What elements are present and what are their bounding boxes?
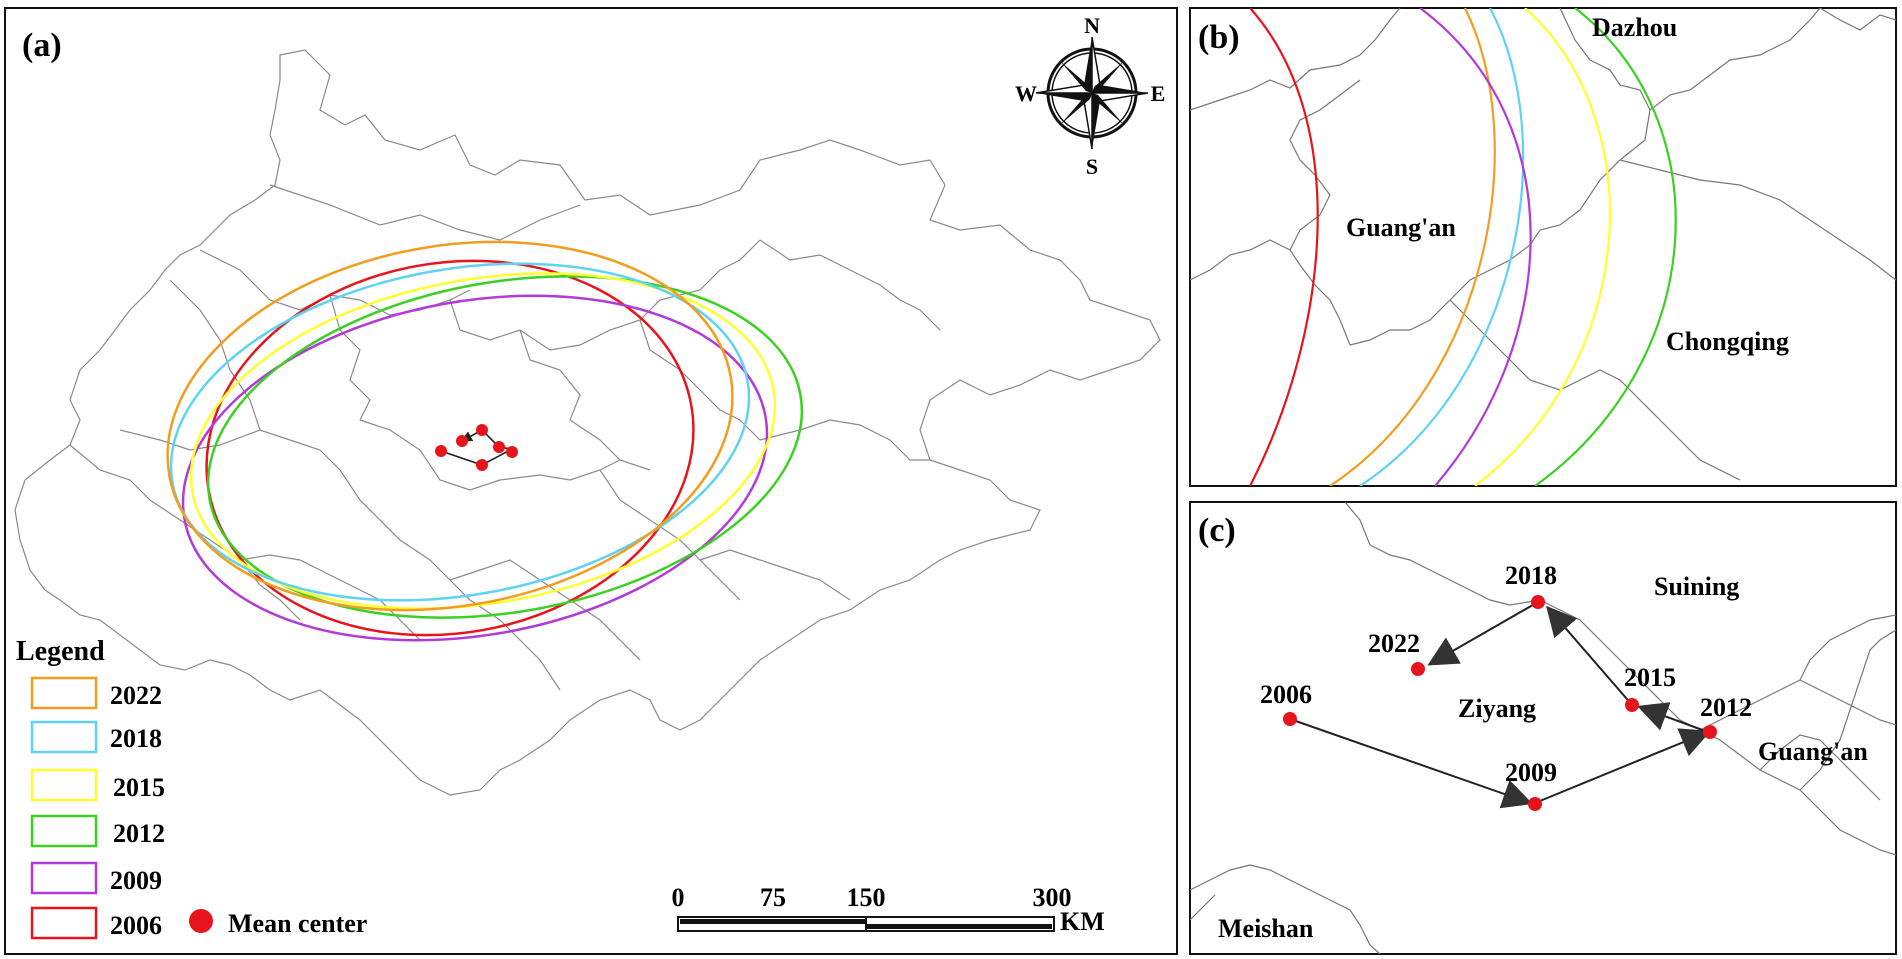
arc-2022: [1329, 8, 1496, 486]
panel-c-boundaries: [1190, 502, 1896, 954]
mean-center-2015: [493, 441, 505, 453]
place-guangan-c: Guang'an: [1758, 737, 1868, 766]
year-2006: 2006: [1260, 680, 1312, 709]
legend-swatch-2009: [30, 861, 98, 895]
place-ziyang: Ziyang: [1458, 694, 1536, 723]
legend-item-2022: 2022: [30, 676, 162, 710]
scale-tick-150: 150: [847, 883, 886, 912]
panel-c-frame: [1189, 501, 1897, 955]
center-point-2006: [1283, 712, 1297, 726]
legend-item-2006: 2006: [30, 906, 162, 940]
legend-item-2015: 2015: [30, 768, 165, 802]
mean-center-2009: [476, 459, 488, 471]
center-point-2018: [1531, 595, 1545, 609]
mean-center-2018: [476, 424, 488, 436]
legend-swatch-2006: [30, 906, 98, 940]
legend-swatch-2012: [30, 814, 98, 848]
compass-north: N: [1084, 13, 1100, 38]
legend-label-2009: 2009: [110, 866, 162, 895]
ellipse-2015: [189, 272, 777, 610]
panel-a-frame: [4, 7, 1178, 955]
panel-b: (b) Dazhou Guang'an Chongqing: [1189, 7, 1897, 487]
legend-item-2018: 2018: [30, 720, 162, 754]
panel-c-center-track: [1283, 595, 1717, 811]
place-dazhou: Dazhou: [1592, 13, 1677, 42]
year-2012: 2012: [1700, 693, 1752, 722]
mean-center-2006: [435, 445, 447, 457]
center-point-2012: [1703, 725, 1717, 739]
panel-b-ellipse-arcs: [1249, 8, 1677, 486]
arc-2015: [1474, 8, 1611, 486]
panel-c-label: (c): [1198, 512, 1236, 549]
legend-label-2015: 2015: [113, 773, 165, 802]
place-meishan: Meishan: [1218, 914, 1314, 943]
ellipse-2009: [181, 294, 769, 642]
compass-rose-icon: N S E W: [1015, 13, 1165, 179]
arc-2012: [1534, 8, 1677, 486]
compass-south: S: [1086, 154, 1098, 179]
year-2009: 2009: [1505, 758, 1557, 787]
legend-mean-center-label: Mean center: [228, 909, 367, 938]
mean-center-2022: [456, 435, 468, 447]
place-suining: Suining: [1654, 572, 1739, 601]
legend-label-2018: 2018: [110, 724, 162, 753]
compass-east: E: [1151, 81, 1166, 106]
center-point-2022: [1411, 662, 1425, 676]
scale-bar: 0 75 150 300 KM: [672, 883, 1105, 936]
panel-a-label: (a): [22, 27, 62, 64]
mean-center-2012: [506, 446, 518, 458]
legend-swatch-2015: [30, 768, 98, 802]
panel-a: (a) N S E W Legend 20: [4, 7, 1178, 955]
legend-item-2012: 2012: [30, 814, 165, 848]
scale-unit: KM: [1060, 907, 1105, 936]
year-2022: 2022: [1368, 629, 1420, 658]
center-point-2015: [1625, 698, 1639, 712]
arc-2009: [1419, 8, 1532, 486]
panel-b-frame: [1189, 7, 1897, 487]
scale-tick-300: 300: [1033, 883, 1072, 912]
legend-swatch-2018: [30, 720, 98, 754]
panel-c: (c) 2006 2009 2012 2015 2018 2022 Suinin…: [1189, 501, 1897, 955]
legend-item-2009: 2009: [30, 861, 162, 895]
ellipse-2018: [169, 262, 751, 602]
panel-b-label: (b): [1198, 19, 1240, 56]
scale-tick-0: 0: [672, 883, 685, 912]
center-point-2009: [1528, 797, 1542, 811]
mean-center-track: [435, 424, 518, 471]
arc-2006: [1249, 8, 1319, 486]
scale-tick-75: 75: [760, 883, 786, 912]
arc-2018: [1359, 8, 1525, 486]
sd-ellipses: [166, 240, 804, 642]
legend-title: Legend: [16, 636, 105, 667]
legend-label-2006: 2006: [110, 911, 162, 940]
ellipse-2012: [206, 275, 804, 619]
place-chongqing: Chongqing: [1666, 327, 1789, 356]
year-2018: 2018: [1505, 561, 1557, 590]
legend-label-2022: 2022: [110, 681, 162, 710]
legend: Legend 2022 2018 2015 2012 2009: [16, 636, 367, 940]
compass-west: W: [1015, 81, 1037, 106]
mean-center-legend-marker: [189, 909, 213, 933]
panel-b-boundaries: [1190, 8, 1896, 481]
year-2015: 2015: [1624, 663, 1676, 692]
ellipse-2022: [166, 240, 734, 612]
legend-swatch-2022: [30, 676, 98, 710]
legend-label-2012: 2012: [113, 819, 165, 848]
place-guangan-b: Guang'an: [1346, 213, 1456, 242]
